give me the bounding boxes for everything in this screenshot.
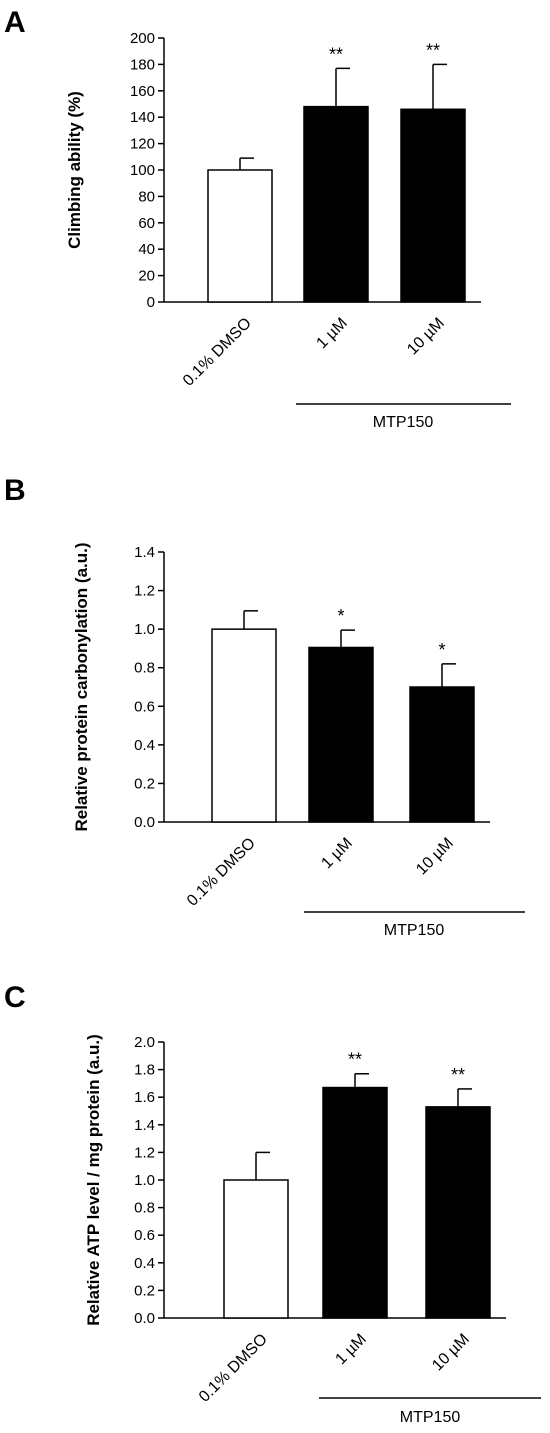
x-tick-label: 10 µM bbox=[429, 1331, 473, 1375]
y-tick-label: 20 bbox=[138, 268, 155, 285]
significance-marker: ** bbox=[426, 40, 440, 60]
group-label: MTP150 bbox=[373, 414, 434, 431]
panel-letter: C bbox=[4, 981, 26, 1014]
chart-panel-a: A Climbing ability (%) 0 20 40 60 80 100 120 140 1… bbox=[4, 6, 511, 431]
y-tick-label: 1.6 bbox=[134, 1089, 155, 1106]
y-tick-label: 1.0 bbox=[134, 621, 155, 638]
group-label: MTP150 bbox=[400, 1409, 461, 1426]
y-tick-label: 180 bbox=[130, 56, 155, 73]
significance-marker: ** bbox=[348, 1050, 362, 1070]
significance-marker: * bbox=[337, 606, 344, 626]
significance-marker: ** bbox=[451, 1065, 465, 1085]
x-tick-label: 10 µM bbox=[413, 835, 457, 879]
x-tick-label: 10 µM bbox=[404, 315, 448, 359]
y-tick-label: 0.4 bbox=[134, 737, 155, 754]
y-tick-label: 40 bbox=[138, 241, 155, 258]
y-tick-label: 0.6 bbox=[134, 1227, 155, 1244]
y-tick-label: 0.6 bbox=[134, 698, 155, 715]
x-tick-label: 1 µM bbox=[313, 315, 350, 352]
x-tick-label: 0.1% DMSO bbox=[196, 1331, 271, 1406]
bar bbox=[400, 108, 466, 303]
y-axis-label: Relative ATP level / mg protein (a.u.) bbox=[84, 1034, 103, 1326]
y-tick-label: 0.0 bbox=[134, 814, 155, 831]
y-tick-label: 1.4 bbox=[134, 1117, 155, 1134]
y-tick-label: 140 bbox=[130, 109, 155, 126]
bar bbox=[308, 646, 374, 823]
y-tick-label: 0.2 bbox=[134, 775, 155, 792]
bar bbox=[322, 1086, 388, 1319]
y-tick-label: 0 bbox=[147, 294, 155, 311]
y-tick-label: 2.0 bbox=[134, 1034, 155, 1051]
group-label: MTP150 bbox=[384, 922, 445, 939]
y-tick-label: 1.2 bbox=[134, 583, 155, 600]
bar bbox=[303, 105, 369, 303]
y-tick-label: 1.2 bbox=[134, 1144, 155, 1161]
bar bbox=[207, 169, 273, 303]
x-tick-label: 1 µM bbox=[332, 1331, 369, 1368]
y-tick-label: 1.4 bbox=[134, 544, 155, 561]
bar bbox=[211, 628, 277, 823]
significance-marker: ** bbox=[329, 44, 343, 64]
chart-panel-b: B Relative protein carbonylation (a.u.) 0.… bbox=[4, 474, 525, 939]
y-axis-label: Climbing ability (%) bbox=[65, 91, 84, 249]
x-tick-label: 1 µM bbox=[318, 835, 355, 872]
y-axis-label: Relative protein carbonylation (a.u.) bbox=[72, 542, 91, 831]
y-tick-label: 60 bbox=[138, 215, 155, 232]
chart-panel-c: C Relative ATP level / mg protein (a.u.) 0… bbox=[4, 981, 541, 1426]
bar bbox=[223, 1179, 289, 1319]
y-tick-label: 160 bbox=[130, 83, 155, 100]
y-tick-label: 120 bbox=[130, 136, 155, 153]
y-tick-label: 0.8 bbox=[134, 660, 155, 677]
y-tick-label: 200 bbox=[130, 30, 155, 47]
y-tick-label: 1.8 bbox=[134, 1062, 155, 1079]
y-tick-label: 80 bbox=[138, 188, 155, 205]
panel-letter: A bbox=[4, 6, 26, 39]
y-tick-label: 100 bbox=[130, 162, 155, 179]
y-tick-label: 0.2 bbox=[134, 1282, 155, 1299]
x-tick-label: 0.1% DMSO bbox=[180, 315, 255, 390]
bar bbox=[425, 1106, 491, 1319]
y-tick-label: 1.0 bbox=[134, 1172, 155, 1189]
significance-marker: * bbox=[438, 640, 445, 660]
y-tick-label: 0.8 bbox=[134, 1200, 155, 1217]
y-tick-label: 0.4 bbox=[134, 1255, 155, 1272]
panel-letter: B bbox=[4, 474, 26, 507]
y-tick-label: 0.0 bbox=[134, 1310, 155, 1327]
bar bbox=[409, 686, 475, 823]
x-tick-label: 0.1% DMSO bbox=[184, 835, 259, 910]
